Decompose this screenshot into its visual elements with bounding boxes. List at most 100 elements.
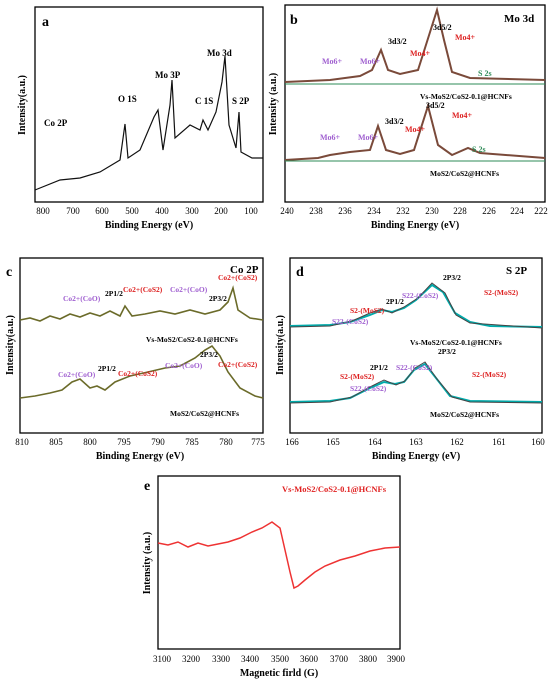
- tick-label: 3400: [241, 654, 260, 664]
- label-s2s-bot: S 2s: [472, 145, 486, 154]
- tick-label: 300: [185, 206, 199, 216]
- panel-c-top-noisy: [19, 285, 264, 322]
- label-mo6-bot-2: Mo6+: [358, 133, 379, 142]
- panel-b-top-envelope: [284, 6, 546, 83]
- tick-label: 400: [155, 206, 169, 216]
- label-s22-cos2-bot-1: S22-(CoS2): [350, 384, 387, 393]
- label-3d32-top: 3d3/2: [388, 37, 407, 46]
- tick-label: 166: [285, 437, 299, 447]
- label-co-coo-bot-1: Co2+(CoO): [58, 370, 96, 379]
- tick-label: 700: [66, 206, 80, 216]
- peak-label-mo3p: Mo 3P: [155, 70, 181, 80]
- label-3d32-bot: 3d3/2: [385, 117, 404, 126]
- label-2p32-top-d: 2P3/2: [443, 273, 461, 282]
- tick-label: 500: [125, 206, 139, 216]
- peak-label-mo3d: Mo 3d: [207, 48, 232, 58]
- tick-label: 785: [185, 437, 199, 447]
- label-2p12-top-d: 2P1/2: [386, 297, 404, 306]
- panel-b-sample-bottom: MoS2/CoS2@HCNFs: [430, 169, 499, 178]
- panel-e-x-ticks: 3100 3200 3300 3400 3500 3600 3700 3800 …: [153, 654, 406, 664]
- panel-c-xlabel: Binding Energy (eV): [96, 451, 184, 462]
- label-2p12-bot-d: 2P1/2: [370, 363, 388, 372]
- peak-label-c1s: C 1S: [195, 96, 213, 106]
- tick-label: 240: [280, 206, 294, 216]
- tick-label: 224: [510, 206, 524, 216]
- panel-c-ylabel: Intensity(a.u.): [5, 315, 16, 375]
- tick-label: 160: [531, 437, 545, 447]
- label-s22-cos2-bot-2: S22-(CoS2): [396, 363, 433, 372]
- tick-label: 3600: [300, 654, 319, 664]
- label-s2-mos2-bot-2: S2-(MoS2): [472, 370, 507, 379]
- panel-d-top-noisy: [289, 282, 543, 329]
- tick-label: 600: [95, 206, 109, 216]
- panel-c-sample-bottom: MoS2/CoS2@HCNFs: [170, 409, 239, 418]
- label-co-cos2-bot-1: Co2+(CoS2): [118, 369, 158, 378]
- label-mo6-top-1: Mo6+: [322, 57, 343, 66]
- panel-c-letter: c: [6, 265, 12, 280]
- panel-d-ylabel: Intensity(a.u.): [275, 315, 286, 375]
- peak-label-co2p: Co 2P: [44, 118, 68, 128]
- tick-label: 164: [368, 437, 382, 447]
- tick-label: 790: [151, 437, 165, 447]
- panel-d-sample-top: Vs-MoS2/CoS2-0.1@HCNFs: [410, 338, 502, 347]
- tick-label: 805: [49, 437, 63, 447]
- label-mo4-bot-2: Mo4+: [452, 111, 473, 120]
- peak-label-s2p: S 2P: [232, 96, 250, 106]
- tick-label: 234: [367, 206, 381, 216]
- tick-label: 780: [219, 437, 233, 447]
- tick-label: 161: [492, 437, 506, 447]
- panel-d-frame: [289, 257, 543, 434]
- label-s22-cos2-top-1: S22-(CoS2): [332, 317, 369, 326]
- label-s22-cos2-top-2: S22-(CoS2): [402, 291, 439, 300]
- panel-d-letter: d: [296, 265, 304, 280]
- panel-c-x-ticks: 810 805 800 795 790 785 780 775: [15, 437, 265, 447]
- panel-d-sample-bottom: MoS2/CoS2@HCNFs: [430, 410, 499, 419]
- panel-c-title: Co 2P: [230, 264, 259, 276]
- tick-label: 810: [15, 437, 29, 447]
- label-mo4-top-1: Mo4+: [410, 49, 431, 58]
- label-mo4-bot-1: Mo4+: [405, 125, 426, 134]
- panel-d-title: S 2P: [506, 265, 527, 277]
- tick-label: 3300: [212, 654, 231, 664]
- label-co-cos2-bot-2: Co2+(CoS2): [218, 360, 258, 369]
- label-3d52-top: 3d5/2: [433, 23, 452, 32]
- panel-a-peak-labels: Co 2P O 1S Mo 3P C 1S Mo 3d S 2P: [44, 48, 250, 128]
- tick-label: 232: [396, 206, 410, 216]
- label-2p32-bot: 2P3/2: [200, 350, 218, 359]
- label-co-coo-bot-2: Co2+(CoO): [165, 361, 203, 370]
- panel-a-letter: a: [42, 15, 49, 30]
- panel-b-labels: Mo6+ Mo6+ 3d3/2 Mo4+ 3d5/2 Mo4+ S 2s Mo6…: [320, 23, 492, 154]
- label-2p12-bot: 2P1/2: [98, 364, 116, 373]
- label-co-cos2-top-2: Co2+(CoS2): [218, 273, 258, 282]
- tick-label: 238: [309, 206, 323, 216]
- tick-label: 163: [409, 437, 423, 447]
- label-2p32-bot-d: 2P3/2: [438, 347, 456, 356]
- panel-b-title: Mo 3d: [504, 13, 534, 25]
- tick-label: 3900: [387, 654, 406, 664]
- tick-label: 3700: [330, 654, 349, 664]
- tick-label: 162: [450, 437, 464, 447]
- label-mo6-bot-1: Mo6+: [320, 133, 341, 142]
- tick-label: 800: [36, 206, 50, 216]
- label-co-coo-top-1: Co2+(CoO): [63, 294, 101, 303]
- panel-e-frame: [157, 475, 401, 650]
- label-mo6-top-2: Mo6+: [360, 57, 381, 66]
- panel-b-letter: b: [290, 13, 298, 28]
- label-co-coo-top-2: Co2+(CoO): [170, 285, 208, 294]
- panel-e-title: Vs-MoS2/CoS2-0.1@HCNFs: [282, 484, 387, 494]
- panel-c-labels: Co2+(CoO) 2P1/2 Co2+(CoS2) Co2+(CoO) 2P3…: [58, 273, 258, 379]
- panel-d-x-ticks: 166 165 164 163 162 161 160: [285, 437, 545, 447]
- tick-label: 100: [244, 206, 258, 216]
- label-s2s-top: S 2s: [478, 69, 492, 78]
- panel-a-x-ticks: 800 700 600 500 400 300 200 100: [36, 206, 258, 216]
- tick-label: 3100: [153, 654, 172, 664]
- tick-label: 795: [117, 437, 131, 447]
- tick-label: 230: [425, 206, 439, 216]
- panel-d-bottom-noisy: [289, 361, 543, 404]
- panel-d-xlabel: Binding Energy (eV): [372, 451, 460, 462]
- label-2p32-top: 2P3/2: [209, 294, 227, 303]
- tick-label: 3500: [271, 654, 290, 664]
- panel-d-labels: S22-(CoS2) S2-(MoS2) 2P1/2 S22-(CoS2) 2P…: [332, 273, 519, 393]
- panel-e-ylabel: Intensity (a.u.): [142, 532, 153, 595]
- panel-c-frame: [19, 257, 264, 434]
